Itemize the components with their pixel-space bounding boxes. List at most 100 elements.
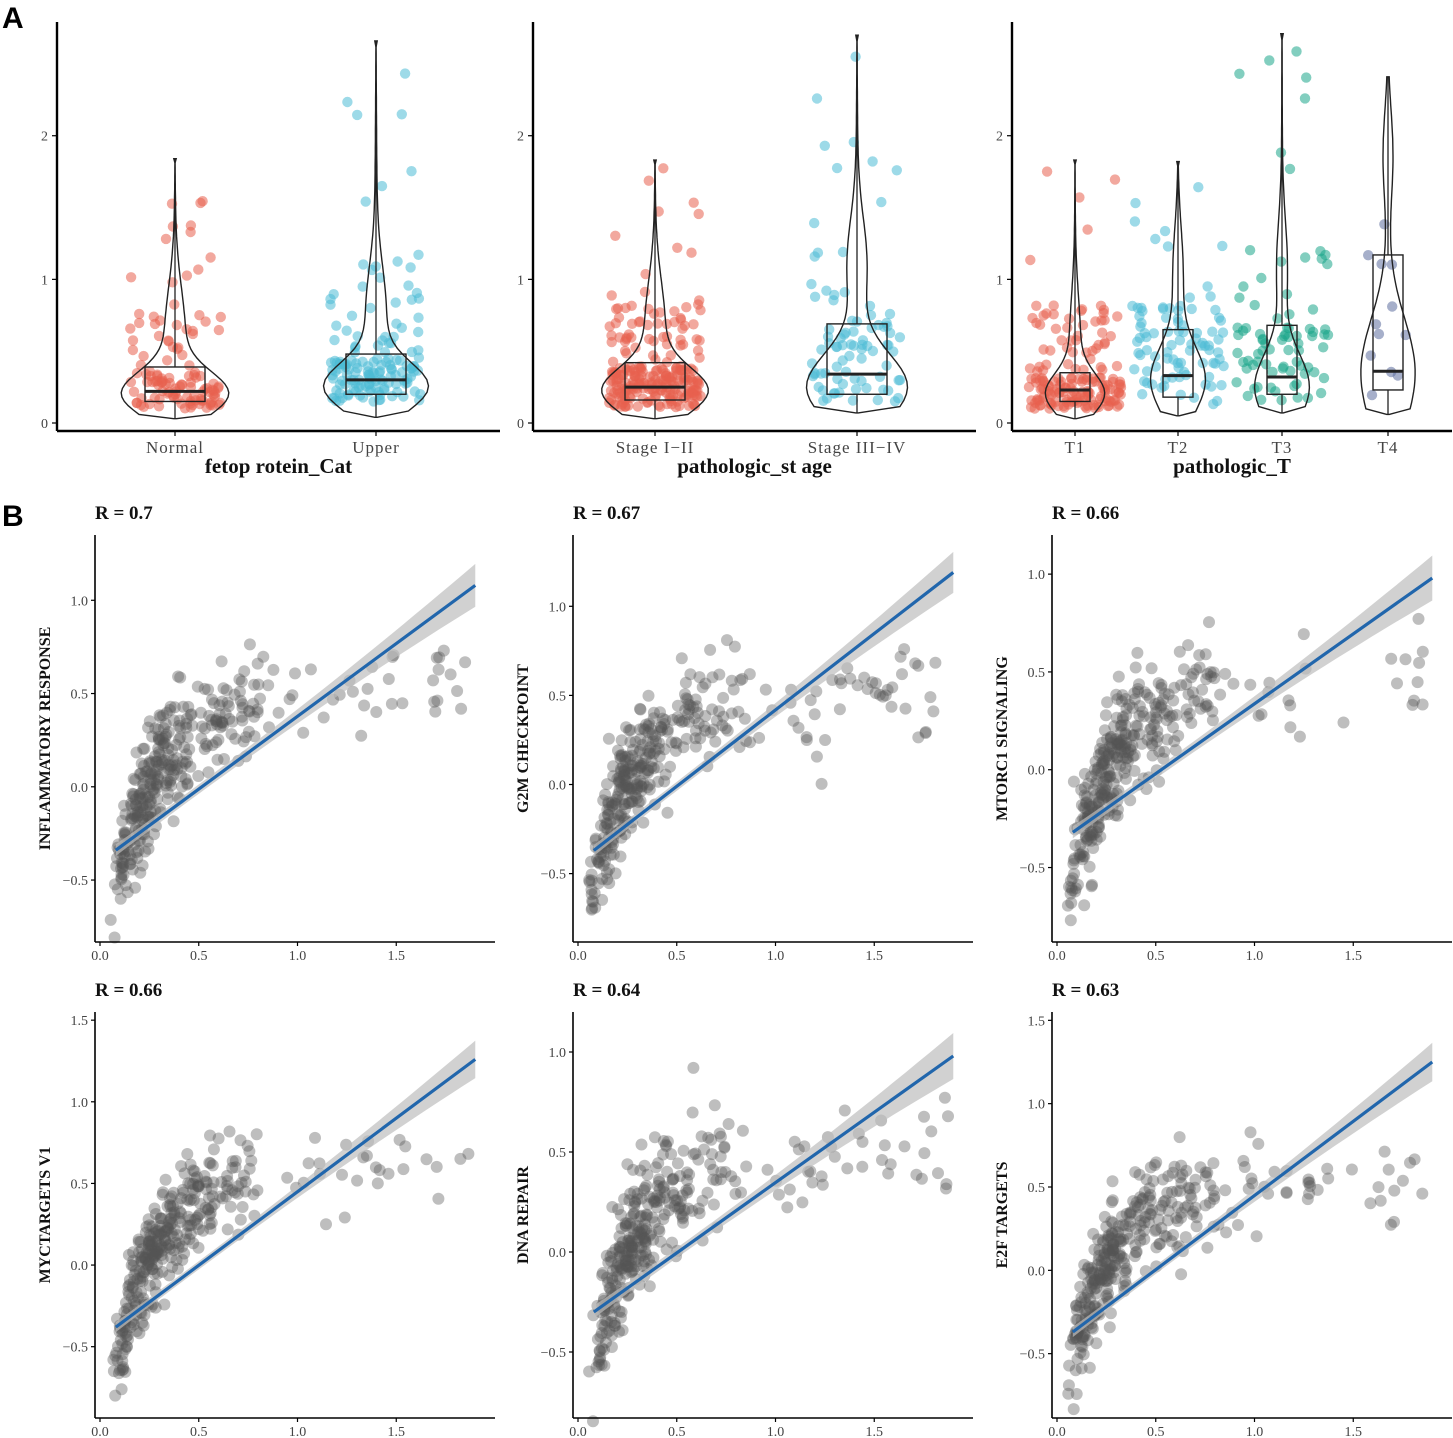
data-point	[677, 323, 688, 334]
data-point	[1115, 382, 1127, 393]
data-point	[831, 162, 843, 174]
data-point	[216, 695, 229, 708]
data-point	[1167, 372, 1178, 383]
data-point	[225, 728, 238, 741]
data-point	[162, 355, 173, 366]
scatter-panel-scatter-myc: R = 0.66−0.50.00.51.01.50.0 0.5 1.0 1.5MYCT…	[37, 980, 495, 1438]
data-point	[1244, 1126, 1257, 1139]
data-point	[125, 797, 137, 810]
data-point	[132, 809, 145, 822]
data-point	[642, 397, 653, 408]
data-point	[157, 709, 170, 722]
data-point	[1399, 653, 1412, 666]
data-point	[655, 721, 668, 733]
data-point	[834, 387, 845, 398]
data-point	[1186, 686, 1199, 699]
data-point	[643, 175, 654, 186]
data-point	[1208, 357, 1219, 369]
data-point	[646, 728, 659, 741]
data-point	[1282, 694, 1295, 707]
data-point	[606, 799, 619, 811]
data-point	[140, 1220, 153, 1233]
data-point	[180, 748, 193, 761]
data-point	[1078, 850, 1091, 863]
data-point	[213, 708, 226, 720]
data-point	[117, 868, 130, 881]
data-point	[1107, 376, 1119, 388]
data-point	[454, 1152, 467, 1165]
data-point	[607, 356, 619, 367]
data-point	[167, 768, 180, 781]
data-point	[602, 732, 615, 745]
data-point	[619, 779, 632, 792]
data-point	[1050, 323, 1062, 334]
data-point	[1080, 401, 1091, 412]
data-point	[1077, 1267, 1090, 1280]
data-point	[173, 714, 186, 727]
data-point	[818, 395, 829, 406]
data-point	[614, 752, 627, 765]
data-point	[360, 196, 371, 207]
data-point	[1092, 796, 1105, 809]
data-point	[585, 888, 598, 901]
y-tick-label: 0.0	[71, 1259, 89, 1274]
data-point	[1097, 364, 1108, 375]
data-point	[1188, 392, 1200, 403]
data-point	[1071, 878, 1084, 891]
data-point	[609, 867, 622, 880]
data-point	[331, 385, 342, 396]
data-point	[131, 397, 142, 409]
data-point	[144, 755, 157, 768]
data-point	[587, 895, 600, 908]
x-tick-label-Normal: Normal	[146, 438, 204, 457]
y-tick-label: −0.5	[541, 1346, 566, 1361]
data-point	[592, 855, 605, 868]
data-point	[643, 747, 656, 760]
data-point	[753, 731, 766, 744]
data-point	[656, 723, 668, 736]
data-point	[1082, 777, 1095, 790]
data-point	[1074, 850, 1087, 863]
data-point	[355, 729, 368, 742]
data-point	[1200, 1170, 1212, 1183]
data-point	[838, 1104, 851, 1117]
data-point	[586, 895, 599, 908]
y-tick-label: 0.5	[549, 1146, 567, 1161]
data-point	[134, 1251, 147, 1264]
data-point	[585, 868, 598, 881]
data-point	[645, 755, 658, 768]
data-point	[181, 778, 194, 791]
data-point	[399, 68, 411, 79]
data-point	[671, 1157, 684, 1170]
data-point	[649, 744, 662, 757]
data-point	[148, 767, 161, 780]
data-point	[171, 763, 184, 776]
data-point	[1096, 788, 1109, 801]
data-point	[634, 703, 647, 716]
data-point	[809, 291, 821, 302]
data-point	[605, 841, 618, 854]
data-point	[149, 1278, 162, 1291]
data-point	[209, 714, 222, 727]
data-point	[613, 1240, 626, 1253]
data-point	[608, 797, 621, 810]
y-tick-label: −0.5	[1020, 1348, 1045, 1363]
data-point	[647, 706, 660, 719]
data-point	[1119, 727, 1132, 740]
data-point	[1098, 307, 1109, 319]
data-point	[1167, 721, 1179, 734]
data-point	[414, 395, 425, 406]
data-point	[640, 1208, 653, 1221]
data-point	[179, 773, 192, 785]
data-point	[125, 799, 138, 812]
data-point	[1315, 387, 1327, 399]
data-point	[1184, 292, 1196, 303]
data-point	[116, 1337, 129, 1350]
data-point	[714, 1173, 727, 1186]
data-point	[601, 823, 614, 835]
data-point	[1160, 1230, 1173, 1243]
data-point	[210, 713, 223, 726]
data-point	[1175, 1159, 1188, 1172]
y-tick-label: 0.0	[71, 781, 89, 796]
